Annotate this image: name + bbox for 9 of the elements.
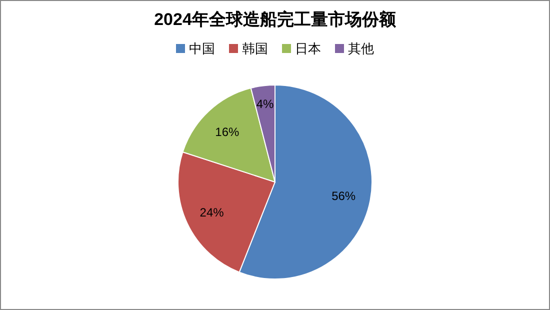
legend-label: 其他 <box>348 41 374 56</box>
chart-title: 2024年全球造船完工量市场份额 <box>154 10 397 29</box>
data-label: 16% <box>215 125 240 140</box>
data-label: 56% <box>332 189 356 204</box>
legend-label: 中国 <box>189 41 215 56</box>
legend-label: 韩国 <box>242 41 268 56</box>
data-label: 24% <box>200 206 224 220</box>
data-label: 4% <box>256 97 274 112</box>
legend-label: 日本 <box>295 41 321 56</box>
